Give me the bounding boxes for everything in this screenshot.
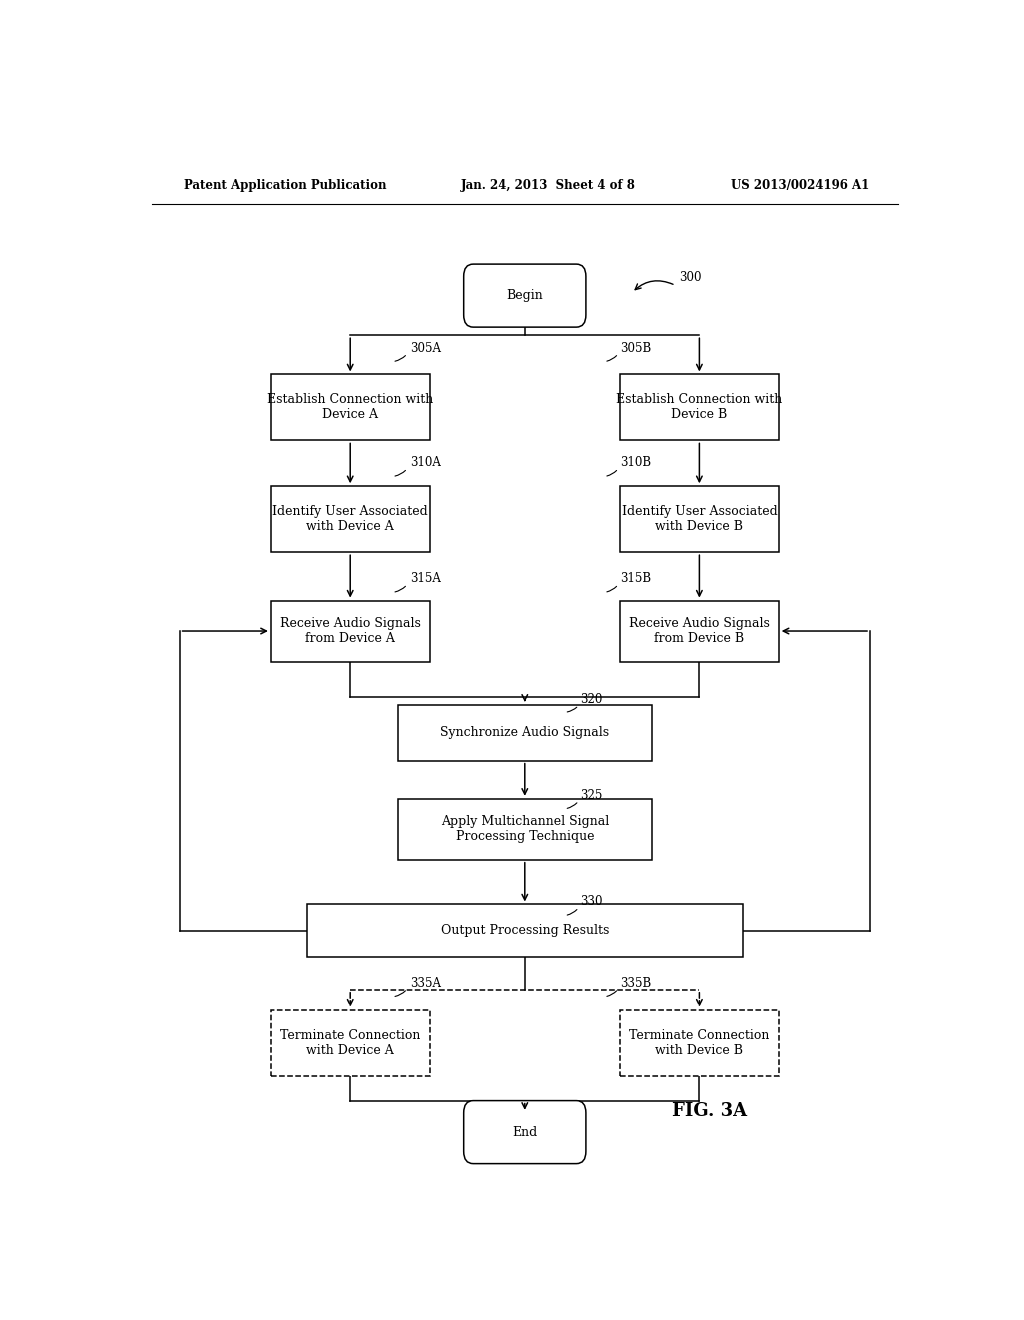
FancyBboxPatch shape (620, 486, 779, 552)
FancyBboxPatch shape (270, 1010, 430, 1076)
Text: 305B: 305B (620, 342, 651, 355)
Text: 330: 330 (581, 895, 603, 908)
Text: 310B: 310B (620, 457, 651, 470)
Text: Establish Connection with
Device A: Establish Connection with Device A (267, 393, 433, 421)
Text: US 2013/0024196 A1: US 2013/0024196 A1 (731, 180, 869, 193)
Text: Synchronize Audio Signals: Synchronize Audio Signals (440, 726, 609, 739)
Text: 325: 325 (581, 789, 603, 801)
FancyBboxPatch shape (397, 705, 651, 760)
FancyBboxPatch shape (270, 375, 430, 441)
FancyBboxPatch shape (270, 486, 430, 552)
Text: Identify User Associated
with Device B: Identify User Associated with Device B (622, 506, 777, 533)
FancyBboxPatch shape (620, 601, 779, 661)
Text: End: End (512, 1126, 538, 1139)
Text: 335A: 335A (410, 977, 440, 990)
Text: Terminate Connection
with Device B: Terminate Connection with Device B (629, 1028, 770, 1057)
FancyBboxPatch shape (464, 264, 586, 327)
FancyBboxPatch shape (270, 601, 430, 661)
Text: 310A: 310A (410, 457, 440, 470)
FancyBboxPatch shape (397, 799, 651, 859)
Text: Patent Application Publication: Patent Application Publication (183, 180, 386, 193)
FancyBboxPatch shape (620, 375, 779, 441)
Text: Identify User Associated
with Device A: Identify User Associated with Device A (272, 506, 428, 533)
Text: Establish Connection with
Device B: Establish Connection with Device B (616, 393, 782, 421)
Text: Receive Audio Signals
from Device B: Receive Audio Signals from Device B (629, 616, 770, 645)
Text: 315B: 315B (620, 573, 651, 585)
Text: 335B: 335B (620, 977, 651, 990)
Text: Terminate Connection
with Device A: Terminate Connection with Device A (280, 1028, 421, 1057)
FancyBboxPatch shape (620, 1010, 779, 1076)
Text: Begin: Begin (507, 289, 543, 302)
Text: 300: 300 (680, 272, 702, 284)
Text: Apply Multichannel Signal
Processing Technique: Apply Multichannel Signal Processing Tec… (440, 816, 609, 843)
Text: 315A: 315A (410, 573, 440, 585)
FancyBboxPatch shape (306, 904, 743, 957)
Text: Output Processing Results: Output Processing Results (440, 924, 609, 937)
Text: Jan. 24, 2013  Sheet 4 of 8: Jan. 24, 2013 Sheet 4 of 8 (461, 180, 636, 193)
Text: Receive Audio Signals
from Device A: Receive Audio Signals from Device A (280, 616, 421, 645)
FancyBboxPatch shape (464, 1101, 586, 1164)
Text: 320: 320 (581, 693, 603, 706)
Text: FIG. 3A: FIG. 3A (672, 1102, 746, 1119)
Text: 305A: 305A (410, 342, 440, 355)
